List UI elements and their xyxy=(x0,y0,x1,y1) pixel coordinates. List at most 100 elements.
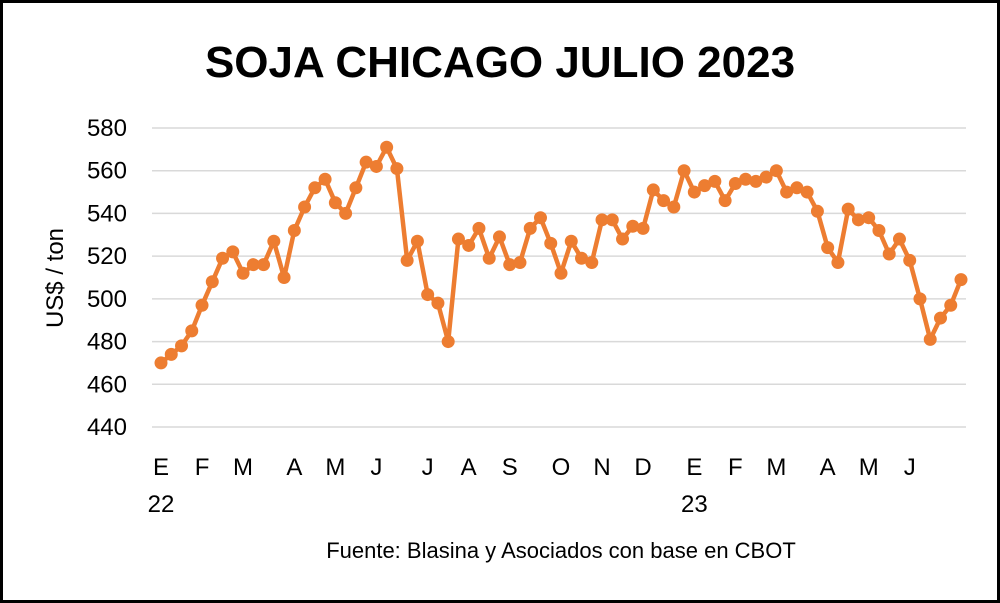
data-point xyxy=(164,347,178,361)
x-tick-label: O xyxy=(552,454,571,481)
data-point xyxy=(308,181,322,195)
y-tick-label: 480 xyxy=(87,329,127,356)
y-axis-label: US$ / ton xyxy=(42,228,69,328)
data-point xyxy=(923,332,937,346)
data-point xyxy=(431,296,445,310)
x-tick-label: J xyxy=(904,454,916,481)
series-line xyxy=(158,144,964,366)
data-point xyxy=(349,181,363,195)
data-point xyxy=(892,232,906,246)
x-tick-label: A xyxy=(461,454,477,481)
data-point xyxy=(821,241,835,255)
data-point xyxy=(780,185,794,199)
data-point xyxy=(380,140,394,154)
data-point xyxy=(246,258,260,272)
x-tick-label: A xyxy=(820,454,836,481)
data-point xyxy=(862,211,876,225)
x-tick-label: F xyxy=(728,454,743,481)
data-point xyxy=(287,224,301,238)
data-point xyxy=(872,224,886,238)
data-point xyxy=(175,339,189,353)
data-point xyxy=(841,202,855,216)
data-point xyxy=(257,258,271,272)
data-point xyxy=(667,200,681,214)
data-point xyxy=(800,185,814,199)
data-point xyxy=(698,179,712,193)
data-point xyxy=(503,258,517,272)
data-point xyxy=(646,183,660,197)
y-tick-label: 520 xyxy=(87,243,127,270)
data-point xyxy=(359,155,373,169)
source-note: Fuente: Blasina y Asociados con base en … xyxy=(326,538,796,563)
data-point xyxy=(575,251,589,265)
x-tick-label: D xyxy=(634,454,651,481)
data-point xyxy=(913,292,927,306)
data-point xyxy=(544,236,558,250)
data-point xyxy=(790,181,804,195)
data-point xyxy=(472,221,486,235)
data-point xyxy=(677,164,691,178)
y-tick-labels: 580 560 540 520 500 480 460 440 xyxy=(87,115,127,441)
data-point xyxy=(739,172,753,186)
data-point xyxy=(687,185,701,199)
data-point xyxy=(410,234,424,248)
data-point xyxy=(277,271,291,284)
data-point xyxy=(759,170,773,184)
data-point xyxy=(851,213,865,227)
x-tick-label: M xyxy=(325,454,345,481)
data-point xyxy=(482,251,496,265)
x-tick-label: F xyxy=(195,454,210,481)
data-point xyxy=(554,266,568,280)
data-point xyxy=(185,324,199,338)
data-point xyxy=(421,288,435,302)
series-line-group xyxy=(154,140,968,370)
data-point xyxy=(441,335,455,349)
data-point xyxy=(195,298,209,312)
data-point xyxy=(636,221,650,235)
data-point xyxy=(513,256,527,270)
data-point xyxy=(954,273,968,287)
data-point xyxy=(205,275,219,289)
data-point xyxy=(492,230,506,244)
x-tick-label: M xyxy=(859,454,879,481)
data-point xyxy=(810,204,824,218)
x-tick-label: J xyxy=(422,454,434,481)
data-point xyxy=(657,194,671,208)
data-point xyxy=(616,232,630,246)
data-point xyxy=(533,211,547,225)
data-point xyxy=(626,219,640,233)
data-point xyxy=(216,251,230,265)
data-point xyxy=(718,194,732,208)
y-tick-label: 540 xyxy=(87,200,127,227)
chart-title: SOJA CHICAGO JULIO 2023 xyxy=(205,38,795,87)
data-point xyxy=(585,256,599,270)
data-point xyxy=(769,164,783,178)
data-point xyxy=(236,266,250,280)
data-point xyxy=(154,356,168,370)
data-point xyxy=(944,298,958,312)
data-point xyxy=(226,245,240,259)
data-point xyxy=(749,174,763,188)
x-tick-label: E xyxy=(153,454,169,481)
y-tick-label: 440 xyxy=(87,414,127,441)
data-point xyxy=(369,159,383,173)
x-tick-label: A xyxy=(286,454,302,481)
data-point xyxy=(462,238,476,252)
gridlines xyxy=(152,127,966,428)
data-point xyxy=(339,206,353,220)
data-point xyxy=(267,234,281,248)
data-point xyxy=(933,311,947,325)
data-point xyxy=(708,174,722,188)
x-tick-year-label: 22 xyxy=(148,491,175,518)
data-point xyxy=(523,221,537,235)
y-tick-label: 580 xyxy=(87,115,127,142)
x-tick-year-label: 23 xyxy=(681,491,708,518)
x-tick-label: M xyxy=(233,454,253,481)
x-tick-label: M xyxy=(766,454,786,481)
data-point xyxy=(605,213,619,227)
x-tick-label: S xyxy=(502,454,518,481)
y-tick-label: 460 xyxy=(87,371,127,398)
